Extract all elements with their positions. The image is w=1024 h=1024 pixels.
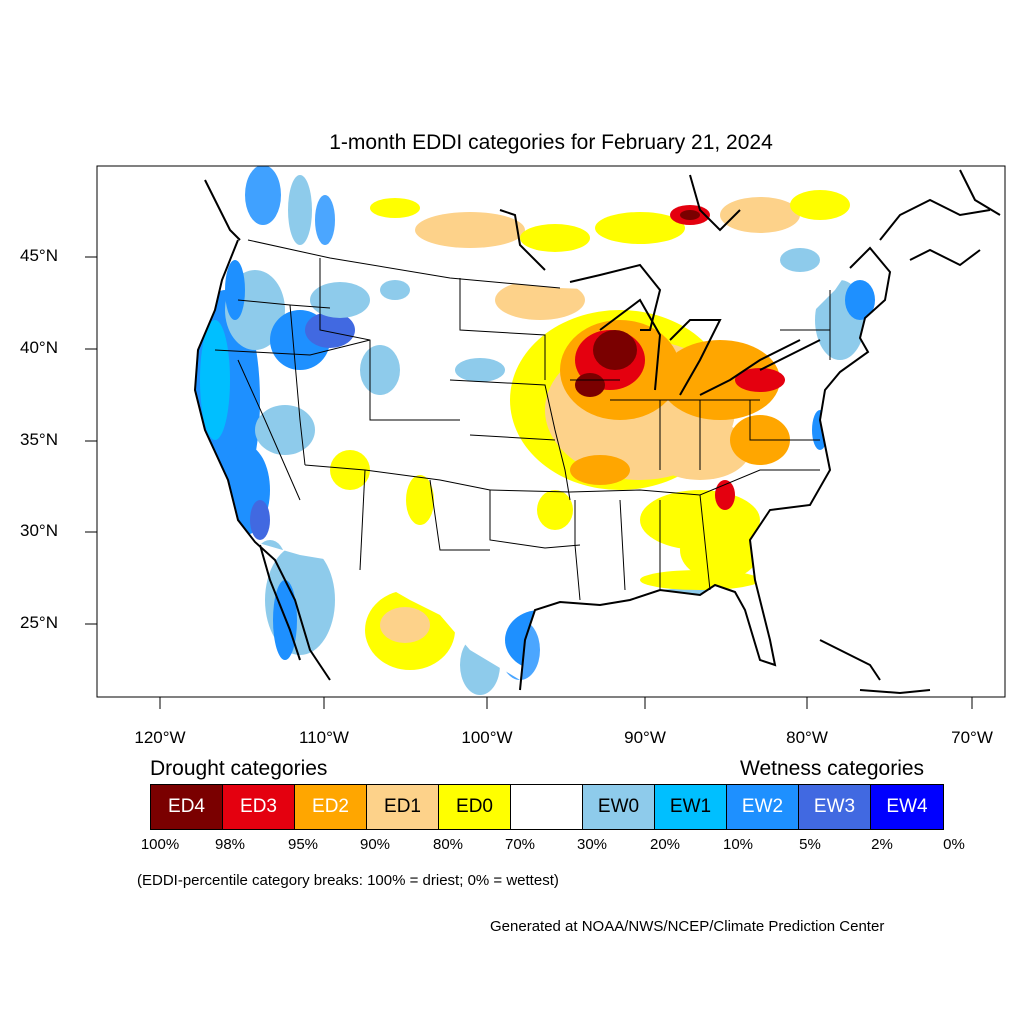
percentile-label: 80%	[432, 836, 464, 853]
lat-label-25: 25°N	[20, 613, 58, 632]
percentile-label: 0%	[943, 836, 965, 853]
legend-swatch: EW4	[871, 785, 943, 829]
lon-label-70: 70°W	[951, 728, 993, 747]
percentile-label: 95%	[287, 836, 319, 853]
percentile-label: 5%	[799, 836, 821, 853]
lon-label-120: 120°W	[134, 728, 186, 747]
legend-swatch: ED4	[151, 785, 223, 829]
category-note: (EDDI-percentile category breaks: 100% =…	[137, 872, 559, 889]
lat-label-30: 30°N	[20, 521, 58, 540]
map-frame	[96, 165, 1006, 698]
lon-label-100: 100°W	[461, 728, 513, 747]
lon-label-90: 90°W	[624, 728, 666, 747]
legend-swatch: EW0	[583, 785, 655, 829]
state-borders	[214, 239, 831, 601]
legend-swatch: EW1	[655, 785, 727, 829]
legend-swatch: EW2	[727, 785, 799, 829]
category-legend: ED4 ED3 ED2 ED1 ED0 EW0 EW1 EW2 EW3 EW4	[150, 784, 944, 830]
legend-swatch: ED3	[223, 785, 295, 829]
legend-swatch: ED1	[367, 785, 439, 829]
legend-swatch: EW3	[799, 785, 871, 829]
coastlines	[193, 169, 1001, 695]
lon-label-110: 110°W	[299, 728, 349, 747]
canada-region	[245, 166, 854, 610]
percentile-label: 90%	[359, 836, 391, 853]
legend-swatch	[511, 785, 583, 829]
drought-heading: Drought categories	[150, 757, 328, 780]
percentile-label: 98%	[214, 836, 246, 853]
percentile-label: 10%	[722, 836, 754, 853]
axis-ticks	[85, 256, 973, 709]
percentile-label: 2%	[871, 836, 893, 853]
percentile-label: 20%	[649, 836, 681, 853]
lat-label-40: 40°N	[20, 338, 58, 357]
legend-swatch: ED2	[295, 785, 367, 829]
lon-label-80: 80°W	[786, 728, 828, 747]
map-title: 1-month EDDI categories for February 21,…	[329, 131, 773, 154]
percentile-label: 30%	[576, 836, 608, 853]
credit-text: Generated at NOAA/NWS/NCEP/Climate Predi…	[490, 918, 885, 935]
percentile-label: 100%	[140, 836, 180, 853]
wetness-heading: Wetness categories	[740, 757, 925, 780]
legend-swatch: ED0	[439, 785, 511, 829]
lat-label-45: 45°N	[20, 246, 58, 265]
percentile-label: 70%	[504, 836, 536, 853]
lat-label-35: 35°N	[20, 430, 58, 449]
